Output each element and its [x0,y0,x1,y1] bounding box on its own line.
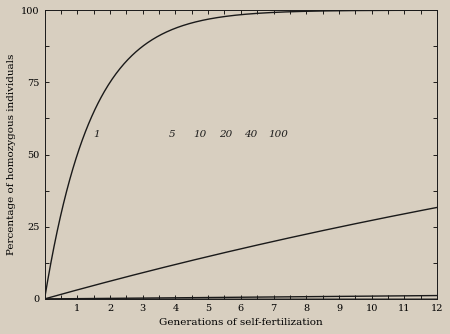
Text: 1: 1 [94,130,100,139]
X-axis label: Generations of self-fertilization: Generations of self-fertilization [159,318,323,327]
Text: 10: 10 [194,130,207,139]
Y-axis label: Percentage of homozygous individuals: Percentage of homozygous individuals [7,54,16,255]
Text: 5: 5 [169,130,176,139]
Text: 20: 20 [220,130,233,139]
Text: 100: 100 [269,130,288,139]
Text: 40: 40 [244,130,257,139]
